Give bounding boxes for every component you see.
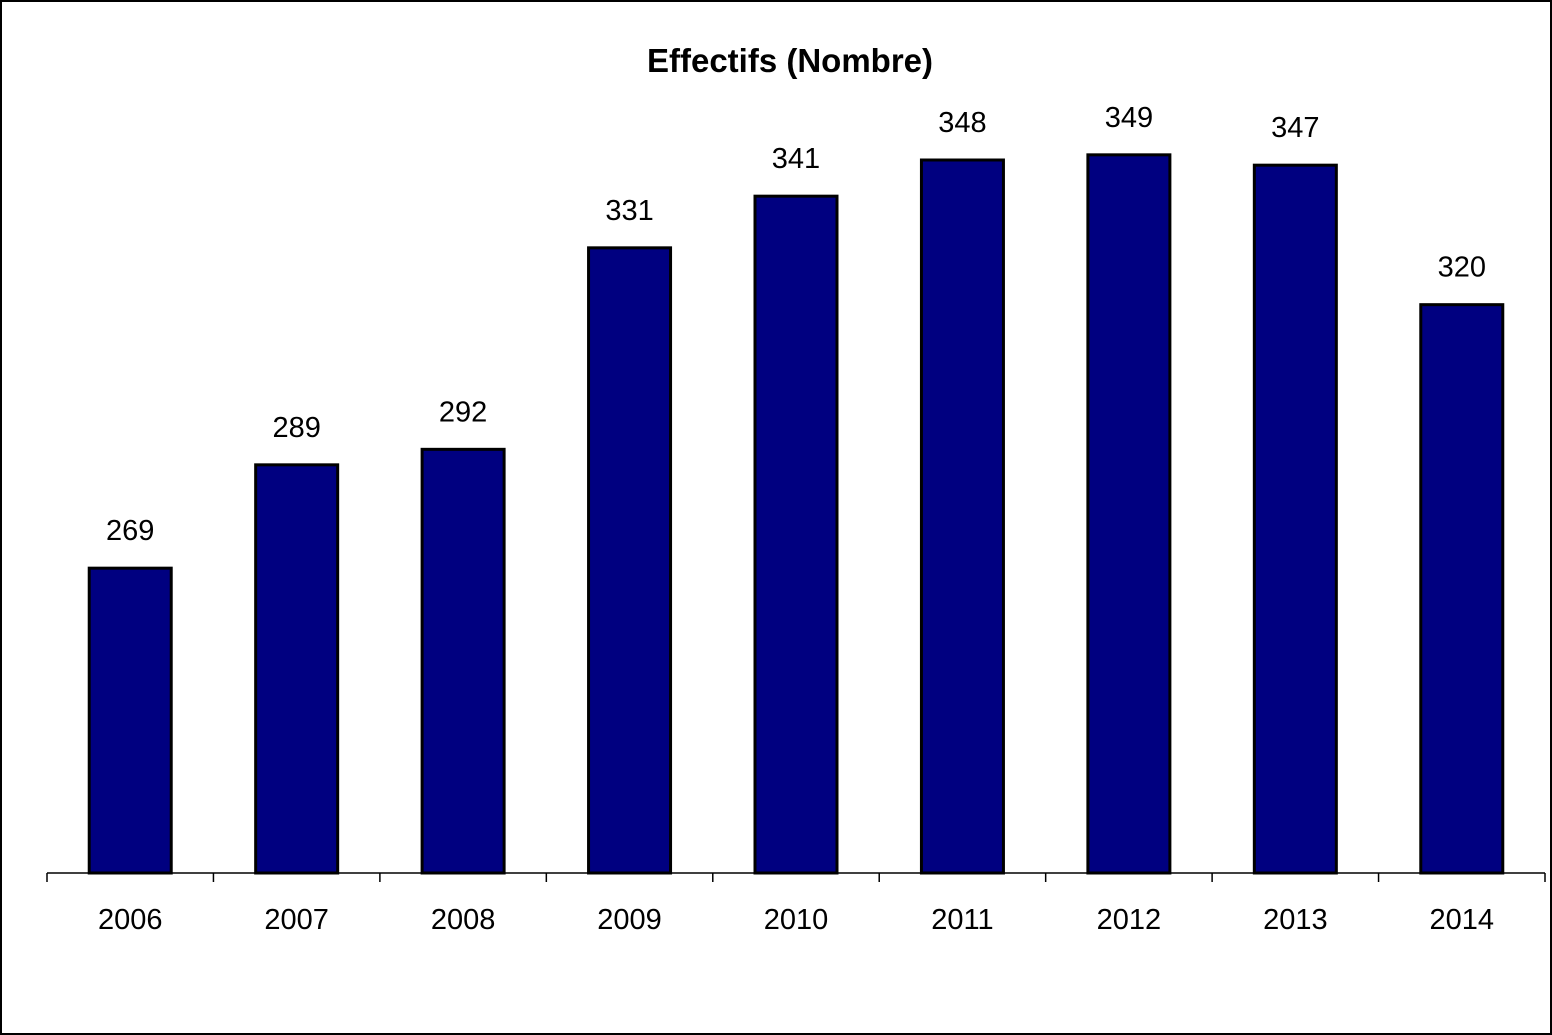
data-label-2014: 320	[1438, 252, 1486, 284]
x-tick-label-2008: 2008	[431, 904, 496, 936]
chart-title: Effectifs (Nombre)	[647, 42, 933, 79]
data-label-2011: 348	[938, 107, 986, 139]
x-tick-label-2013: 2013	[1263, 904, 1328, 936]
x-tick-label-2006: 2006	[98, 904, 163, 936]
bar-2007	[254, 463, 340, 875]
x-tick-label-2009: 2009	[597, 904, 662, 936]
bar-2009	[587, 246, 673, 875]
x-tick-label-2014: 2014	[1430, 904, 1495, 936]
data-label-2007: 289	[272, 412, 320, 444]
data-label-2009: 331	[605, 195, 653, 227]
data-label-2012: 349	[1105, 102, 1153, 134]
bar-2008	[420, 447, 506, 875]
data-label-2006: 269	[106, 515, 154, 547]
data-label-2010: 341	[772, 143, 820, 175]
data-label-2008: 292	[439, 396, 487, 428]
plot-area: 269 289 292 331 341 348 349 347 320 2006 2007 2008 2…	[46, 102, 1546, 936]
bar-2012	[1086, 153, 1172, 875]
x-tick-label-2007: 2007	[264, 904, 329, 936]
bar-2014	[1419, 303, 1505, 875]
x-tick-label-2012: 2012	[1097, 904, 1162, 936]
x-tick-label-2011: 2011	[931, 904, 993, 936]
bar-2006	[87, 566, 173, 875]
bar-2013	[1252, 163, 1338, 875]
bar-2011	[919, 158, 1005, 875]
data-label-2013: 347	[1271, 112, 1319, 144]
bar-2010	[753, 194, 839, 875]
x-tick-label-2010: 2010	[764, 904, 829, 936]
